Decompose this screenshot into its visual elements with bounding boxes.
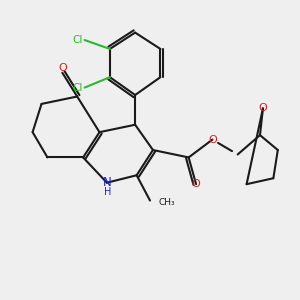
Text: N: N bbox=[103, 176, 111, 189]
Text: H: H bbox=[103, 187, 111, 197]
Text: O: O bbox=[259, 103, 267, 113]
Text: Cl: Cl bbox=[73, 35, 83, 45]
Text: O: O bbox=[58, 63, 67, 73]
Text: Cl: Cl bbox=[73, 82, 83, 93]
Text: CH₃: CH₃ bbox=[159, 197, 175, 206]
Text: O: O bbox=[192, 179, 200, 189]
Text: O: O bbox=[208, 135, 217, 145]
